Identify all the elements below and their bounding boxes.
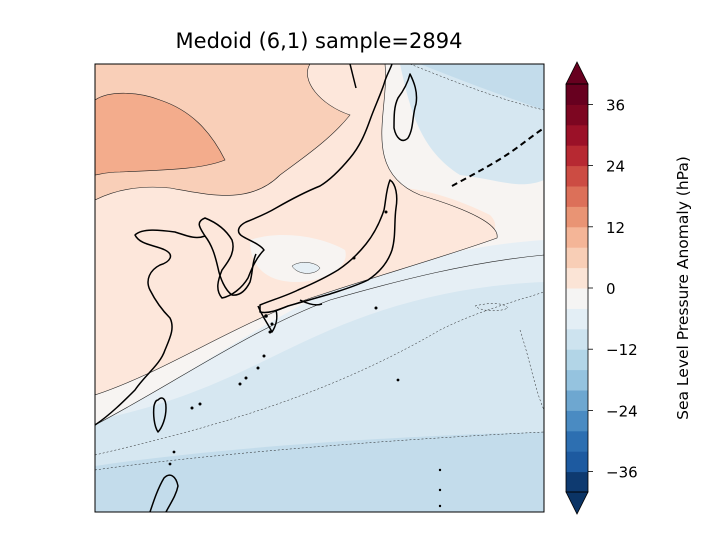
colorbar-tick-label: 24 (606, 158, 625, 176)
contour-lines (95, 64, 544, 426)
ne-strong-negative (420, 64, 544, 110)
colorbar-segment (566, 369, 588, 391)
colorbar-label: Sea Level Pressure Anomaly (hPa) (674, 156, 692, 420)
map-title: Medoid (6,1) sample=2894 (176, 29, 463, 53)
colorbar-tick-label: 12 (606, 219, 625, 237)
map-panel (95, 64, 544, 512)
colorbar-segment (566, 390, 588, 411)
colorbar-segment (566, 84, 588, 105)
colorbar-segment (566, 226, 588, 248)
colorbar-tick-label: −12 (606, 341, 638, 359)
weak-negative-band (95, 232, 544, 420)
colorbar-segment (566, 206, 588, 228)
colorbar-tick-label: −24 (606, 402, 638, 420)
colorbar-segment (566, 471, 588, 493)
colorbar-segment (566, 186, 588, 207)
colorbar-segment (566, 145, 588, 167)
colorbar-segment (566, 104, 588, 126)
strong-positive-region (95, 93, 225, 175)
colorbar-min-extend (565, 491, 589, 515)
strong-negative-band (95, 432, 544, 512)
east-positive-tongue (358, 186, 496, 262)
colorbar-segment (566, 124, 588, 146)
negative-contour-lines (95, 64, 544, 471)
small-negative-pocket (291, 262, 321, 274)
small-islands (168, 210, 442, 508)
near-zero-pocket (250, 235, 346, 283)
colorbar-tick-label: 36 (606, 96, 625, 114)
colorbar: 36 24 12 0 −12 −24 −36 Sea Level Pressure Anom… (565, 61, 692, 515)
colorbar-segment (566, 430, 588, 452)
colorbar-segment (566, 267, 588, 289)
colorbar-segment (566, 165, 588, 187)
colorbar-tick-label: −36 (606, 464, 638, 482)
colorbar-segment (566, 247, 588, 269)
colorbar-ticks: 36 24 12 0 −12 −24 −36 (588, 96, 638, 482)
colorbar-segment (566, 308, 588, 330)
colorbar-segment (566, 451, 588, 473)
colorbar-segments (566, 84, 588, 493)
colorbar-segment (566, 288, 588, 309)
colorbar-segment (566, 328, 588, 350)
colorbar-segment (566, 410, 588, 432)
colorbar-segment (566, 349, 588, 371)
coastlines (95, 64, 544, 512)
map-frame (94, 63, 545, 513)
colorbar-max-extend (565, 61, 589, 85)
colorbar-tick-label: 0 (606, 280, 616, 298)
